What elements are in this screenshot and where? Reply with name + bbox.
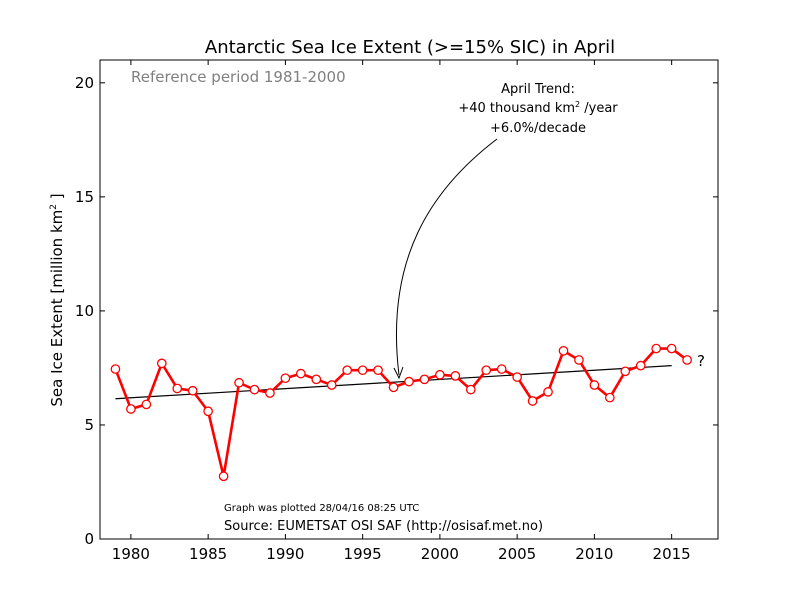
data-point	[218, 471, 229, 482]
y-tick-label: 5	[84, 416, 94, 434]
trend-annotation-line2: +40 thousand km2 /year	[458, 100, 618, 116]
data-point	[558, 345, 569, 356]
data-point	[295, 368, 306, 379]
data-point	[666, 343, 677, 354]
x-tick-label: 1985	[189, 545, 227, 563]
data-point	[481, 365, 492, 376]
trend-annotation-line2-sup: 2	[575, 100, 580, 109]
x-tick-label: 1995	[344, 545, 382, 563]
y-axis-label-end: ]	[48, 193, 66, 204]
reference-period-label: Reference period 1981-2000	[131, 68, 346, 86]
data-point	[249, 384, 260, 395]
trend-annotation-line3: +6.0%/decade	[490, 121, 586, 136]
y-axis-label-sup: 2	[49, 204, 59, 210]
x-tick-label: 2005	[498, 545, 536, 563]
data-point	[635, 360, 646, 371]
data-point	[187, 385, 198, 396]
data-point	[435, 369, 445, 380]
data-point	[620, 366, 631, 377]
trend-line-group	[115, 365, 672, 400]
data-point	[326, 380, 337, 390]
y-tick-label: 15	[75, 188, 94, 206]
data-point	[512, 372, 523, 382]
y-tick-label: 10	[75, 302, 94, 320]
trend-annotation-line2-pre: +40 thousand km	[458, 101, 575, 116]
data-point	[682, 355, 692, 365]
data-point	[141, 399, 152, 410]
data-series-group	[110, 343, 692, 482]
plotted-timestamp: Graph was plotted 28/04/16 08:25 UTC	[224, 503, 419, 514]
x-tick-label: 1980	[112, 545, 150, 563]
x-tick-label: 2015	[653, 545, 691, 563]
trend-annotation-line2-post: /year	[580, 101, 618, 116]
chart-title: Antarctic Sea Ice Extent (>=15% SIC) in …	[205, 37, 615, 58]
data-point	[574, 355, 584, 365]
sea-ice-series-line	[114, 347, 688, 478]
data-point	[172, 383, 183, 394]
y-axis-label: Sea Ice Extent [million km2 ]	[48, 193, 66, 406]
data-point	[110, 364, 121, 374]
trend-annotation-line1: April Trend:	[501, 82, 575, 97]
unknown-value-marker: ?	[697, 352, 705, 370]
data-point	[234, 377, 244, 388]
data-point	[604, 392, 615, 403]
data-point	[404, 376, 414, 387]
y-axis-label-main: Sea Ice Extent [million km	[48, 210, 66, 407]
data-point	[527, 396, 538, 406]
data-point	[543, 387, 553, 397]
trend-annotation-arrowhead	[393, 366, 404, 380]
data-point	[357, 365, 368, 376]
trend-annotation-arrow	[395, 138, 498, 376]
data-point	[265, 388, 275, 398]
data-point	[156, 358, 167, 369]
data-point	[342, 365, 353, 376]
data-point	[496, 364, 507, 374]
data-point	[311, 374, 322, 385]
y-tick-label: 20	[75, 74, 94, 92]
x-tick-label: 2010	[575, 545, 613, 563]
data-point	[203, 406, 213, 417]
data-point	[589, 380, 600, 390]
data-point	[280, 373, 291, 384]
y-tick-label: 0	[84, 530, 94, 548]
axis-ticks: 1980 1985 1990 1995 2000 2005 2010 2015 0 5 10 15 20	[75, 60, 718, 563]
data-point	[419, 374, 430, 385]
data-point	[373, 365, 383, 376]
source-credit: Source: EUMETSAT OSI SAF (http://osisaf.…	[224, 519, 543, 534]
data-point	[388, 382, 399, 393]
trend-line	[115, 365, 672, 400]
x-tick-label: 1990	[266, 545, 304, 563]
data-point	[126, 404, 136, 414]
plot-frame	[99, 59, 719, 540]
data-point	[651, 343, 662, 354]
data-point	[465, 384, 476, 395]
data-point	[450, 371, 461, 381]
x-tick-label: 2000	[421, 545, 459, 563]
